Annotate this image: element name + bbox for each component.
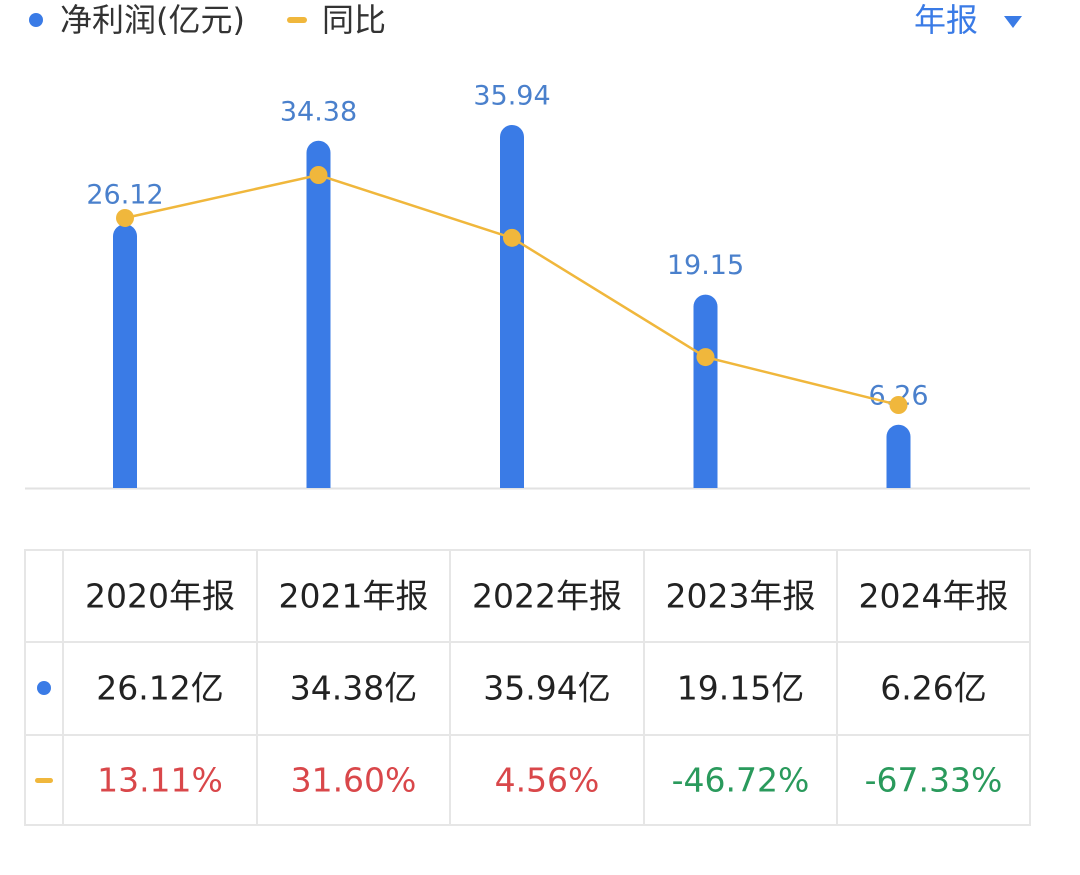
bar-value-label: 34.38 [280, 96, 357, 127]
table-cell: 35.94亿 [483, 669, 610, 708]
line-point [309, 166, 328, 184]
bar [306, 140, 331, 488]
table-cell: 4.56% [495, 761, 600, 800]
legend-label: 净利润(亿元) [60, 1, 245, 39]
table-cell: 34.38亿 [290, 669, 417, 708]
table-cell: 26.12亿 [96, 669, 223, 708]
table-header: 2024年报 [859, 577, 1009, 616]
table-cell: 19.15亿 [677, 669, 804, 708]
table-cell: 6.26亿 [880, 669, 986, 708]
dropdown-arrow[interactable] [1004, 16, 1022, 28]
table-header: 2023年报 [666, 577, 816, 616]
row-swatch [35, 778, 53, 783]
row-swatch [37, 681, 51, 695]
table-header: 2021年报 [279, 577, 429, 616]
table-cell: -46.72% [672, 761, 810, 800]
line-point [503, 228, 521, 247]
table-cell: -67.33% [865, 761, 1003, 800]
line-point [696, 348, 715, 367]
bar-value-label: 35.94 [473, 81, 550, 112]
table-header: 2022年报 [472, 577, 622, 616]
line-point [116, 208, 134, 227]
table-grid [24, 549, 1031, 826]
legend-swatch [29, 13, 43, 27]
line-point [889, 396, 908, 414]
legend-swatch [287, 17, 307, 23]
bar-value-label: 26.12 [86, 180, 163, 211]
bar [113, 224, 137, 488]
bar [886, 424, 911, 488]
bar [693, 294, 718, 488]
legend-label: 同比 [322, 1, 386, 39]
bar [500, 125, 524, 488]
table-cell: 13.11% [97, 761, 223, 800]
period-selector[interactable]: 年报 [914, 1, 978, 39]
bar-value-label: 19.15 [667, 250, 744, 281]
table-cell: 31.60% [291, 761, 417, 800]
table-header: 2020年报 [85, 577, 235, 616]
